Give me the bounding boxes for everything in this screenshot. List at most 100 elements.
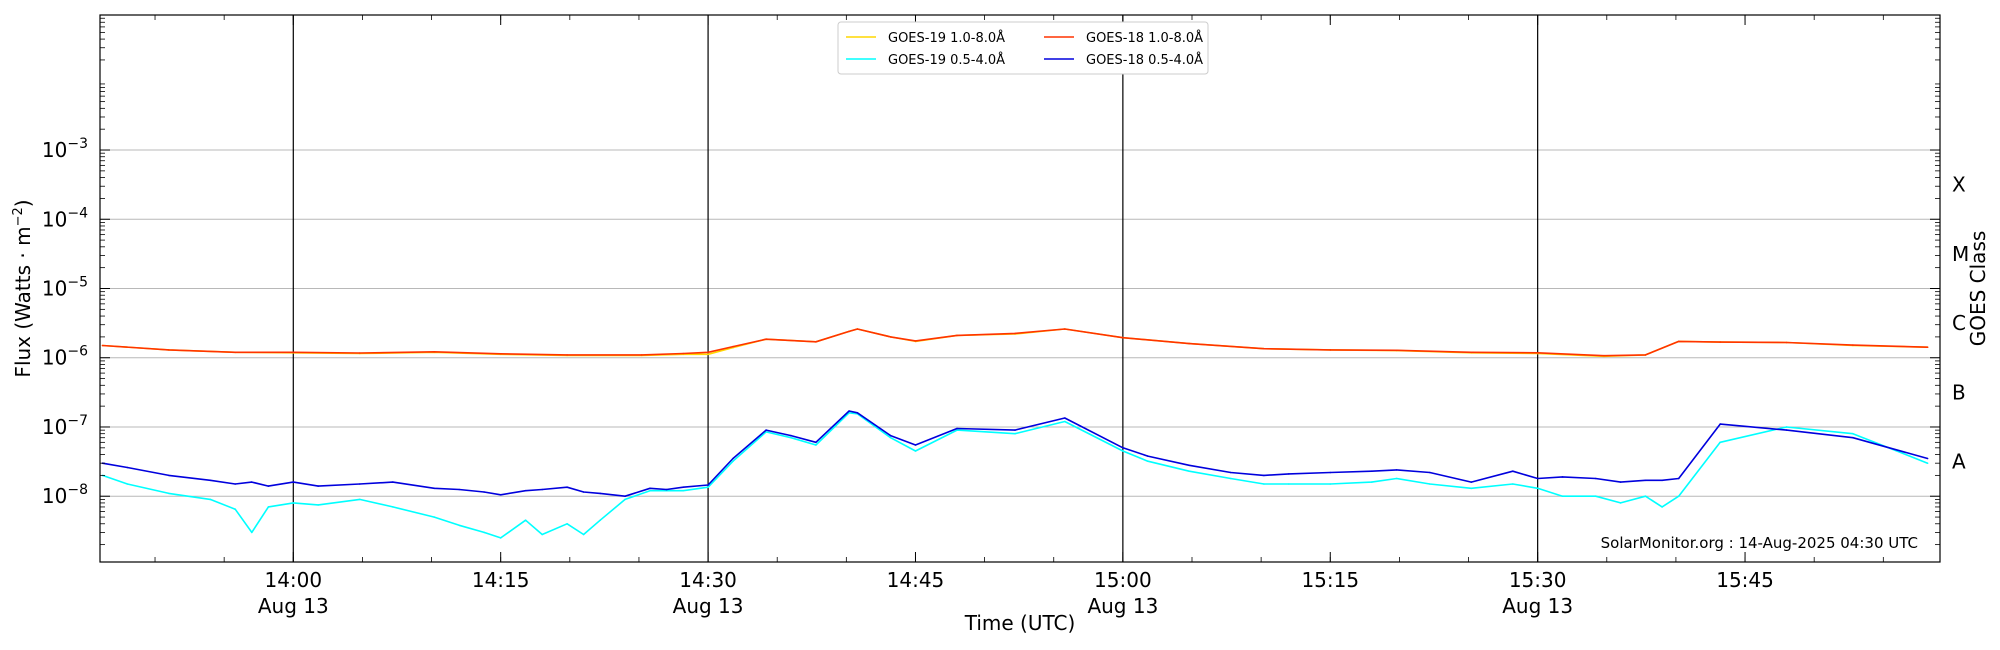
vertical-time-lines (292, 15, 1539, 562)
legend-entry-label: GOES-19 1.0-8.0Å (888, 30, 1005, 46)
data-point (1619, 481, 1622, 483)
y-tick-base: 10 (42, 207, 67, 231)
data-point (433, 487, 436, 490)
data-point (732, 457, 734, 460)
goes-class-label: X (1952, 173, 1966, 197)
data-point (582, 533, 585, 536)
data-point (499, 537, 502, 539)
data-point (292, 351, 295, 354)
data-point (499, 353, 502, 355)
x-tick-label: 15:30 (1509, 568, 1567, 592)
data-point (914, 340, 917, 342)
data-point (1512, 483, 1514, 485)
y-axis-title: Flux (Watts · m−2) (11, 199, 35, 377)
data-point (599, 519, 601, 521)
data-point (815, 441, 817, 444)
data-point (1014, 432, 1016, 435)
y-tick-label: 10−5 (42, 275, 88, 301)
x-tick-label: 15:00 (1094, 568, 1152, 592)
data-point (1926, 462, 1929, 465)
series-line-2 (102, 412, 1928, 539)
data-point (765, 429, 767, 431)
data-point (1188, 342, 1190, 345)
y-tick-exponent: −4 (67, 205, 88, 221)
data-point (358, 498, 361, 501)
data-point (1188, 464, 1190, 467)
data-point (267, 506, 270, 508)
data-point (1603, 354, 1605, 357)
data-point (914, 450, 917, 452)
y-tick-label: 10−7 (42, 413, 88, 439)
data-point (1470, 487, 1473, 490)
y-tick-exponent: −6 (67, 344, 88, 360)
data-point (856, 328, 859, 330)
data-point (168, 349, 170, 351)
data-point (1263, 483, 1265, 485)
y-tick-label: 10−4 (42, 205, 88, 231)
data-point (1536, 477, 1539, 480)
data-point (1429, 483, 1431, 485)
data-point (1644, 495, 1647, 498)
data-point (234, 508, 236, 511)
data-point (1677, 340, 1680, 343)
data-point (1619, 502, 1622, 504)
data-point (392, 481, 394, 483)
y-tick-base: 10 (42, 415, 67, 439)
data-point (956, 334, 958, 337)
data-point (1329, 471, 1332, 474)
data-point (1677, 495, 1680, 498)
grid-layer (100, 149, 1940, 497)
data-point (251, 531, 253, 534)
data-point (209, 498, 212, 501)
data-point (815, 444, 817, 446)
y-tick-label: 10−3 (42, 136, 88, 162)
legend-entry-label: GOES-18 0.5-4.0Å (1086, 52, 1203, 68)
data-point (1512, 470, 1514, 473)
data-point (1785, 429, 1788, 431)
data-point (566, 523, 568, 525)
data-point (392, 506, 394, 508)
x-tick-label: 14:00 (264, 568, 322, 592)
data-point (682, 486, 684, 489)
goes-class-axis-title: GOES Class (1966, 231, 1990, 347)
x-tick-date-label: Aug 13 (673, 594, 744, 618)
data-point (168, 474, 170, 477)
data-point (524, 489, 527, 492)
data-point (1785, 426, 1788, 428)
y-axis-title-close: ) (11, 199, 35, 207)
legend: GOES-19 1.0-8.0Å GOES-19 0.5-4.0Å GOES-18 … (837, 21, 1209, 75)
data-point (1263, 347, 1265, 350)
data-point (848, 410, 850, 412)
data-point (1064, 417, 1066, 419)
data-point (1395, 469, 1398, 471)
goes-class-label: M (1952, 242, 1969, 266)
data-point (640, 354, 643, 356)
data-point (1014, 429, 1016, 431)
data-point (815, 341, 817, 343)
data-point (209, 479, 212, 482)
data-point (317, 485, 320, 487)
data-point (1719, 341, 1721, 343)
data-point (1147, 455, 1149, 457)
data-point (956, 427, 958, 430)
data-point (707, 351, 709, 354)
data-point (1370, 470, 1373, 473)
data-point (1926, 457, 1929, 460)
data-point (458, 488, 461, 491)
x-tick-date-label: Aug 13 (258, 594, 329, 618)
data-point (483, 491, 485, 493)
data-point (665, 488, 668, 491)
data-point (649, 487, 651, 490)
legend-box (837, 21, 1209, 75)
data-point (1229, 477, 1232, 480)
data-point (1594, 495, 1597, 498)
x-tick-date-label: Aug 13 (1502, 594, 1573, 618)
y-tick-base: 10 (42, 277, 67, 301)
credit-text: SolarMonitor.org : 14-Aug-2025 04:30 UTC (1601, 534, 1918, 552)
data-point (665, 489, 668, 492)
data-point (1370, 481, 1373, 483)
data-point (889, 434, 892, 437)
data-point (499, 494, 502, 496)
data-point (765, 338, 767, 341)
y-tick-base: 10 (42, 138, 67, 162)
